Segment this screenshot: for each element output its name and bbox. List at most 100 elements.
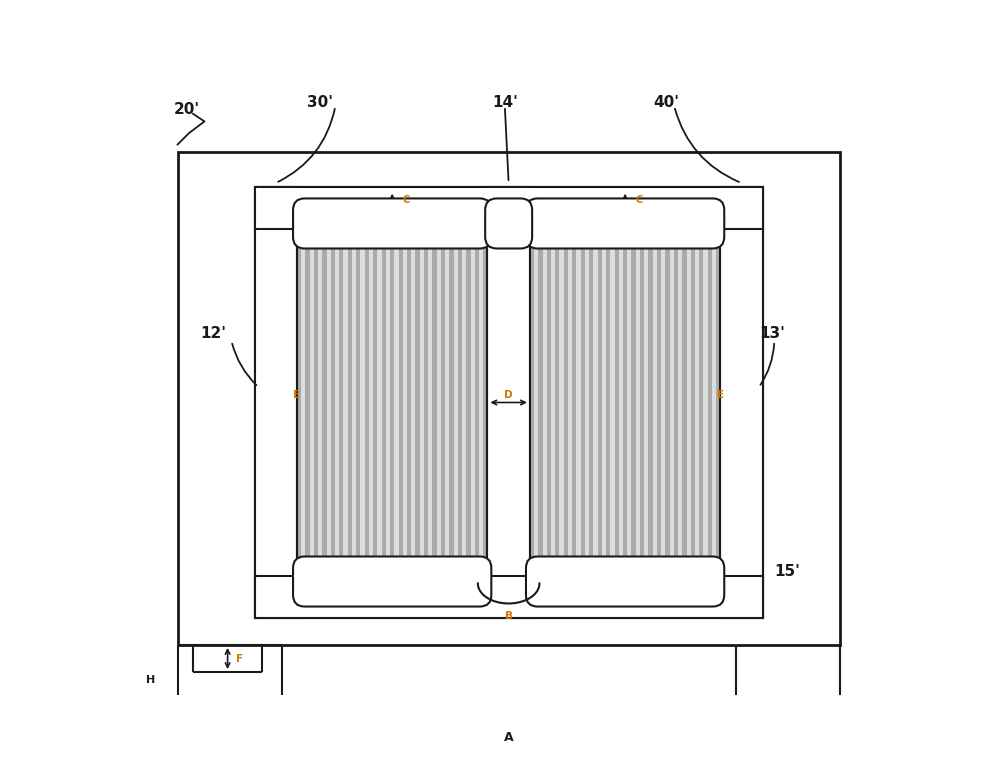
Text: 40': 40' — [654, 95, 680, 109]
Bar — [551, 230, 555, 576]
Bar — [678, 230, 682, 576]
Text: 12': 12' — [201, 326, 227, 341]
Text: A: A — [504, 731, 513, 744]
Text: H: H — [146, 675, 155, 685]
Bar — [343, 230, 348, 576]
Bar — [640, 230, 644, 576]
Bar — [445, 230, 449, 576]
Bar — [471, 230, 475, 576]
Text: 15': 15' — [774, 565, 800, 580]
Bar — [530, 230, 534, 576]
Bar — [636, 230, 640, 576]
Bar — [327, 230, 331, 576]
Bar — [335, 230, 339, 576]
Bar — [454, 230, 458, 576]
FancyBboxPatch shape — [526, 557, 724, 607]
Bar — [255, 187, 763, 618]
Bar — [458, 230, 462, 576]
Bar — [623, 230, 627, 576]
Bar — [657, 230, 661, 576]
Bar — [339, 230, 343, 576]
Bar — [699, 230, 703, 576]
Bar — [627, 230, 631, 576]
Text: 13': 13' — [759, 326, 785, 341]
Bar — [606, 230, 610, 576]
Bar — [352, 230, 356, 576]
FancyBboxPatch shape — [485, 198, 532, 248]
FancyBboxPatch shape — [293, 557, 491, 607]
Bar — [297, 230, 301, 576]
Bar — [415, 230, 420, 576]
Bar — [691, 230, 695, 576]
Bar — [682, 230, 687, 576]
Bar — [449, 230, 454, 576]
Bar — [602, 230, 606, 576]
Bar — [547, 230, 551, 576]
Bar — [432, 230, 437, 576]
Bar — [648, 230, 653, 576]
Bar — [322, 230, 327, 576]
Bar — [373, 230, 377, 576]
Bar — [581, 230, 585, 576]
Bar — [568, 230, 572, 576]
Text: D: D — [504, 390, 513, 400]
Bar — [615, 230, 619, 576]
Bar — [593, 230, 598, 576]
Bar — [555, 230, 559, 576]
Bar — [534, 230, 538, 576]
Bar — [394, 230, 399, 576]
Bar — [585, 230, 589, 576]
Text: E: E — [717, 390, 724, 400]
Bar — [674, 230, 678, 576]
Bar — [382, 230, 386, 576]
Text: 20': 20' — [174, 102, 200, 117]
Bar — [619, 230, 623, 576]
Bar — [559, 230, 564, 576]
Bar — [403, 230, 407, 576]
Bar — [610, 230, 615, 576]
Bar — [487, 187, 530, 618]
Bar — [331, 230, 335, 576]
Bar — [576, 230, 581, 576]
Text: C: C — [635, 195, 643, 205]
Bar — [479, 230, 483, 576]
Bar — [716, 230, 720, 576]
Bar — [703, 230, 708, 576]
Bar — [318, 230, 322, 576]
Bar — [631, 230, 636, 576]
Bar — [386, 230, 390, 576]
Bar — [653, 230, 657, 576]
Bar — [369, 230, 373, 576]
Bar — [462, 230, 466, 576]
Bar — [665, 230, 670, 576]
Bar — [708, 230, 712, 576]
Bar — [670, 230, 674, 576]
Bar — [305, 230, 310, 576]
Bar — [572, 230, 576, 576]
Text: B: B — [505, 612, 513, 621]
Bar — [377, 230, 382, 576]
Bar — [543, 230, 547, 576]
Bar — [407, 230, 411, 576]
Bar — [420, 230, 424, 576]
Bar — [475, 230, 479, 576]
Bar — [390, 230, 394, 576]
FancyBboxPatch shape — [293, 198, 491, 248]
Bar — [314, 230, 318, 576]
Text: E: E — [293, 390, 300, 400]
Bar — [530, 230, 720, 576]
Bar — [255, 576, 763, 618]
Bar — [695, 230, 699, 576]
Bar — [589, 230, 593, 576]
Bar — [310, 230, 314, 576]
Bar — [720, 187, 763, 618]
Bar — [255, 187, 763, 230]
Bar — [538, 230, 543, 576]
Bar — [178, 152, 840, 645]
Text: C: C — [402, 195, 410, 205]
Bar — [255, 187, 297, 618]
Bar — [356, 230, 360, 576]
Bar — [466, 230, 471, 576]
Bar — [348, 230, 352, 576]
Text: 14': 14' — [492, 95, 518, 109]
